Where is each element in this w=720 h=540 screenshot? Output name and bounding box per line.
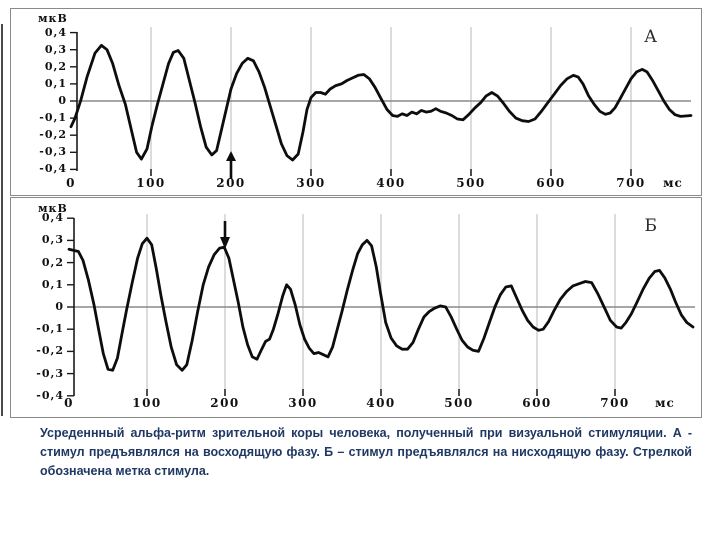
y-tick-label: -0,4 — [36, 388, 64, 402]
y-tick-label: 0,3 — [41, 233, 64, 247]
x-tick-label: 600 — [536, 176, 566, 190]
caption-line: стимул предъявлялся на восходящую фазу. … — [40, 445, 692, 459]
y-tick-label: 0,1 — [44, 76, 67, 90]
x-tick-label: 400 — [366, 396, 396, 410]
y-tick-label: -0,3 — [36, 366, 64, 380]
x-axis-unit-label: мс — [663, 176, 683, 190]
y-tick-label: 0 — [55, 300, 64, 313]
x-tick-label: 0 — [64, 396, 74, 410]
y-tick-label: 0,4 — [41, 211, 64, 225]
chart-panel-a: мкВ А мс 0,4 0,3 0,2 0,1 0 -0,1 -0,2 -0,3 -0,4 0 1… — [10, 8, 702, 196]
stimulus-arrow-head — [226, 151, 236, 161]
x-tick-label: 100 — [136, 176, 166, 190]
stimulus-arrow-head — [220, 237, 230, 249]
x-axis-unit-label: мс — [655, 396, 675, 410]
y-tick-label: 0,3 — [44, 42, 67, 56]
y-axis-unit-label: мкВ — [38, 12, 68, 25]
chart-panel-b: мкВ Б мс 0,4 0,3 0,2 0,1 0 -0,1 -0,2 -0,3 -0,4 0 1… — [10, 197, 702, 418]
x-tick-label: 200 — [210, 396, 240, 410]
x-tick-label: 400 — [376, 176, 406, 190]
chart-b-plot — [67, 214, 695, 397]
x-tick-label: 300 — [288, 396, 318, 410]
x-tick-label: 300 — [296, 176, 326, 190]
y-tick-label: -0,1 — [36, 322, 64, 336]
y-tick-label: 0,1 — [41, 277, 64, 291]
y-axis-unit-label: мкВ — [38, 202, 68, 215]
x-tick-label: 500 — [456, 176, 486, 190]
y-tick-label: -0,2 — [36, 344, 64, 358]
x-tick-label: 700 — [600, 396, 630, 410]
y-tick-label: 0,4 — [44, 25, 67, 39]
caption-line: Усреденнный альфа-ритм зрительной коры ч… — [40, 426, 692, 440]
y-tick-label: -0,2 — [39, 128, 67, 142]
x-tick-label: 600 — [522, 396, 552, 410]
y-tick-label: 0,2 — [44, 59, 67, 73]
x-tick-label: 0 — [66, 176, 76, 190]
y-tick-label: 0,2 — [41, 255, 64, 269]
x-tick-label: 200 — [216, 176, 246, 190]
chart-b-label: Б — [644, 216, 659, 236]
y-tick-label: -0,1 — [39, 111, 67, 125]
chart-a-plot — [69, 27, 693, 179]
y-tick-label: -0,4 — [39, 162, 67, 176]
y-tick-label: 0 — [58, 94, 67, 107]
waveform-path — [67, 236, 695, 372]
caption-line: обозначена метка стимула. — [40, 464, 210, 478]
waveform-path — [69, 44, 693, 162]
y-tick-label: -0,3 — [39, 145, 67, 159]
x-tick-label: 100 — [132, 396, 162, 410]
figure-caption: Усреденнный альфа-ритм зрительной коры ч… — [40, 424, 692, 481]
x-tick-label: 700 — [616, 176, 646, 190]
chart-a-label: А — [644, 27, 659, 47]
x-tick-label: 500 — [444, 396, 474, 410]
left-edge-line — [1, 24, 3, 416]
